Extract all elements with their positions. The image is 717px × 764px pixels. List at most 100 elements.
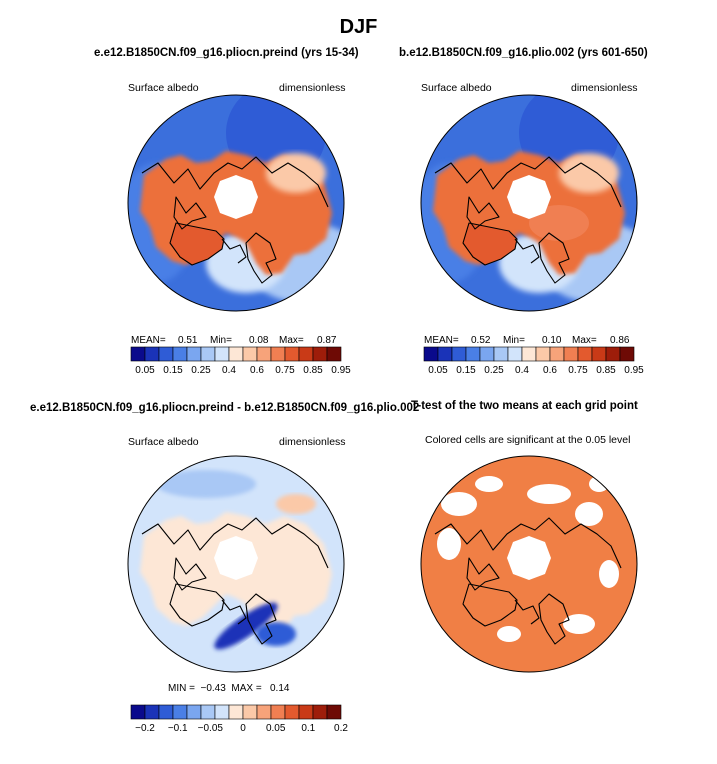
panel-1-max-label: Max=	[279, 335, 304, 346]
panel-1-colorbar-box-10	[270, 346, 286, 362]
panel-1-colorbar-box-2	[158, 346, 174, 362]
panel-2-coastline-asia	[434, 156, 622, 208]
panel-1-colorbar-tick-7: 0.95	[331, 365, 351, 376]
panel-1-title: e.e12.B1850CN.f09_g16.pliocn.preind (yrs…	[94, 47, 359, 59]
panel-3-map-border	[127, 455, 345, 673]
panel-4-nonsignificant-patch-5	[599, 560, 619, 588]
panel-2-colorbar-box-13	[605, 346, 621, 362]
panel-2-mean-label: MEAN=	[424, 335, 459, 346]
panel-3-colorbar-box-12	[298, 704, 314, 720]
panel-4-nonsignificant-patch-8	[589, 476, 609, 492]
panel-2-title: b.e12.B1850CN.f09_g16.plio.002 (yrs 601-…	[399, 47, 648, 59]
panel-3-colorbar-box-6	[214, 704, 230, 720]
panel-3-colorbar-box-5	[200, 704, 216, 720]
panel-4-map	[421, 456, 637, 672]
panel-3-colorbar-box-2	[158, 704, 174, 720]
panel-2-colorbar-box-6	[507, 346, 523, 362]
panel-1-colorbar-tick-2: 0.25	[191, 365, 211, 376]
panel-2-colorbar-tick-7: 0.95	[624, 365, 644, 376]
panel-1-colorbar-box-4	[186, 346, 202, 362]
panel-1-coastline-islands	[173, 196, 207, 230]
panel-1-colorbar-box-1	[144, 346, 160, 362]
panel-1-map-border	[127, 94, 345, 312]
panel-4-pole-hole	[507, 536, 551, 580]
panel-1-colorbar-tick-4: 0.6	[250, 365, 264, 376]
panel-2-mean-value: 0.52	[471, 335, 491, 346]
panel-1-colorbar-box-8	[242, 346, 258, 362]
panel-1-variable-label: Surface albedo	[128, 82, 199, 94]
panel-3-coastline-asia	[141, 517, 329, 569]
panel-3-minmax: MIN = −0.43 MAX = 0.14	[168, 683, 290, 694]
panel-1-greenland-fill	[170, 223, 224, 265]
panel-1-colorbar-box-14	[326, 346, 342, 362]
panel-3-colorbar-tick-1: −0.1	[168, 723, 188, 734]
panel-1-colorbar-tick-1: 0.15	[163, 365, 183, 376]
panel-2-map	[421, 95, 637, 311]
panel-3-colorbar-box-8	[242, 704, 258, 720]
panel-1-colorbar-box-9	[256, 346, 272, 362]
panel-2-colorbar-tick-1: 0.15	[456, 365, 476, 376]
panel-2-colorbar-box-4	[479, 346, 495, 362]
panel-3-colorbar-tick-2: −0.05	[198, 723, 224, 734]
panel-2-colorbar-box-12	[591, 346, 607, 362]
panel-2-pole-hole	[507, 175, 551, 219]
panel-1-colorbar-tick-6: 0.85	[303, 365, 323, 376]
panel-4-nonsignificant-patch-6	[563, 614, 595, 634]
panel-4-nonsignificant-patch-2	[527, 484, 571, 504]
figure-title: DJF	[339, 16, 378, 38]
panel-1-max-value: 0.87	[317, 335, 337, 346]
panel-3-colorbar-tick-5: 0.1	[301, 723, 315, 734]
panel-4-title: T-test of the two means at each grid poi…	[411, 400, 638, 412]
panel-3-colorbar-box-14	[326, 704, 342, 720]
panel-2-max-label: Max=	[572, 335, 597, 346]
panel-2-colorbar-box-5	[493, 346, 509, 362]
panel-1-colorbar-box-5	[200, 346, 216, 362]
panel-1-colorbar-box-0	[130, 346, 146, 362]
panel-1-coastline-iceland	[221, 238, 247, 264]
panel-4-coastline-islands	[466, 557, 500, 591]
panel-3-colorbar-box-3	[172, 704, 188, 720]
panel-1-colorbar-tick-3: 0.4	[222, 365, 236, 376]
panel-2-coastline-iceland	[514, 238, 540, 264]
panel-3-colorbar-tick-3: 0	[240, 723, 246, 734]
panel-3-colorbar-box-1	[144, 704, 160, 720]
panel-3-coastline-islands	[173, 557, 207, 591]
panel-3-coastline-scandinavia	[245, 593, 277, 645]
panel-4-coastline-iceland	[514, 599, 540, 625]
panel-3-negative-patch	[256, 622, 296, 646]
panel-3-pole-hole	[214, 536, 258, 580]
panel-1-colorbar-box-11	[284, 346, 300, 362]
panel-2-colorbar-box-10	[563, 346, 579, 362]
panel-2-colorbar-box-2	[451, 346, 467, 362]
panel-3-title: e.e12.B1850CN.f09_g16.pliocn.preind - b.…	[30, 402, 420, 414]
panel-1-colorbar-tick-5: 0.75	[275, 365, 295, 376]
panel-4-map-border	[420, 455, 638, 673]
panel-2-colorbar-box-11	[577, 346, 593, 362]
panel-1-colorbar-tick-0: 0.05	[135, 365, 155, 376]
panel-4-coastline-scandinavia	[538, 593, 570, 645]
panel-3-colorbar-box-13	[312, 704, 328, 720]
panel-2-colorbar-box-14	[619, 346, 635, 362]
panel-2-colorbar-box-1	[437, 346, 453, 362]
panel-4-nonsignificant-patch-7	[497, 626, 521, 642]
panel-2-colorbar-tick-4: 0.6	[543, 365, 557, 376]
panel-3-variable-label: Surface albedo	[128, 436, 199, 448]
panel-3-units-label: dimensionless	[279, 436, 346, 448]
panel-2-min-label: Min=	[503, 335, 525, 346]
panel-2-colorbar-tick-0: 0.05	[428, 365, 448, 376]
panel-2-colorbar-box-0	[423, 346, 439, 362]
panel-3-colorbar-box-10	[270, 704, 286, 720]
panel-2-min-value: 0.10	[542, 335, 562, 346]
panel-4-coastline-greenland	[462, 583, 518, 627]
panel-2-greenland-fill	[463, 223, 517, 265]
panel-1-mean-label: MEAN=	[131, 335, 166, 346]
panel-1-coastline-greenland	[169, 222, 225, 266]
panel-1-siberia-patch	[266, 153, 326, 193]
panel-2-coastline-greenland	[462, 222, 518, 266]
panel-1-colorbar-box-3	[172, 346, 188, 362]
panel-1-mean-value: 0.51	[178, 335, 198, 346]
panel-3-colorbar-tick-0: −0.2	[135, 723, 155, 734]
panel-3-colorbar-tick-4: 0.05	[266, 723, 286, 734]
panel-1-coastline-asia	[141, 156, 329, 208]
